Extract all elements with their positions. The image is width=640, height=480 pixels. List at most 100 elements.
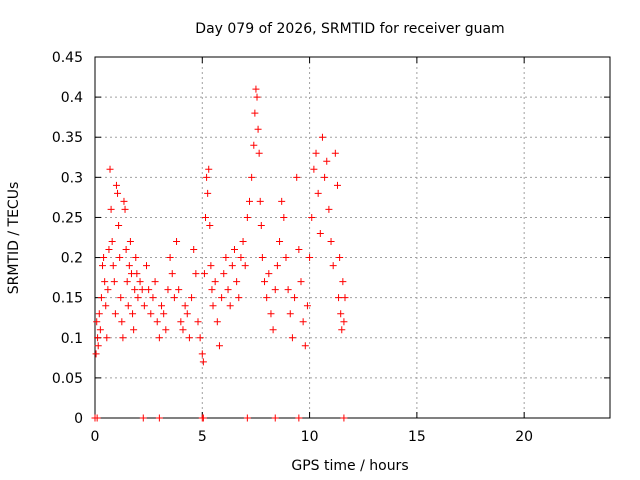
data-point bbox=[235, 294, 243, 302]
data-point bbox=[206, 221, 214, 229]
data-point bbox=[230, 246, 238, 254]
data-point bbox=[181, 302, 189, 310]
data-point bbox=[222, 254, 230, 262]
data-point bbox=[133, 270, 141, 278]
data-point bbox=[122, 246, 130, 254]
data-point bbox=[194, 318, 202, 326]
data-point bbox=[243, 213, 251, 221]
x-axis-label: GPS time / hours bbox=[291, 458, 408, 474]
data-point bbox=[340, 318, 348, 326]
data-point bbox=[211, 278, 219, 286]
data-point bbox=[96, 326, 104, 334]
data-point bbox=[200, 270, 208, 278]
data-point bbox=[251, 109, 259, 117]
data-point bbox=[301, 342, 309, 350]
data-point bbox=[310, 165, 318, 173]
data-point bbox=[149, 294, 157, 302]
tick-layer: 0 5 10 15 20 0 0.05 0.1 0.15 0.2 0.25 0.3 0.35 0.4 0.4… bbox=[52, 50, 610, 445]
data-point bbox=[185, 334, 193, 342]
data-point bbox=[273, 262, 281, 270]
data-point bbox=[93, 318, 101, 326]
data-point bbox=[233, 278, 241, 286]
data-point bbox=[123, 278, 131, 286]
data-point bbox=[278, 197, 286, 205]
data-point bbox=[254, 125, 262, 133]
data-point bbox=[110, 278, 118, 286]
data-point bbox=[136, 278, 144, 286]
data-point bbox=[103, 334, 111, 342]
data-point bbox=[316, 229, 324, 237]
data-point bbox=[109, 262, 117, 270]
data-point bbox=[226, 302, 234, 310]
data-point bbox=[255, 149, 263, 157]
data-point bbox=[228, 262, 236, 270]
data-point bbox=[297, 278, 305, 286]
data-point bbox=[97, 294, 105, 302]
data-point bbox=[267, 310, 275, 318]
y-tick-label: 0.3 bbox=[61, 170, 83, 186]
data-point bbox=[119, 334, 127, 342]
data-point bbox=[199, 414, 207, 422]
x-tick-label: 5 bbox=[198, 429, 207, 445]
data-point bbox=[117, 294, 125, 302]
data-point bbox=[325, 205, 333, 213]
data-point bbox=[252, 85, 260, 93]
data-point bbox=[107, 205, 115, 213]
data-point bbox=[139, 414, 147, 422]
data-point bbox=[215, 342, 223, 350]
data-point bbox=[299, 318, 307, 326]
data-point bbox=[263, 294, 271, 302]
data-point bbox=[308, 213, 316, 221]
data-point bbox=[208, 286, 216, 294]
data-point bbox=[155, 414, 163, 422]
x-tick-label: 15 bbox=[408, 429, 426, 445]
y-tick-label: 0 bbox=[74, 411, 83, 427]
data-point bbox=[155, 334, 163, 342]
data-point bbox=[121, 205, 129, 213]
data-point bbox=[246, 197, 253, 205]
data-point bbox=[329, 262, 337, 270]
data-point bbox=[339, 278, 347, 286]
data-point bbox=[108, 238, 116, 246]
data-point bbox=[321, 173, 329, 181]
data-point bbox=[168, 270, 176, 278]
data-point bbox=[258, 254, 266, 262]
data-point bbox=[250, 141, 258, 149]
data-point bbox=[261, 278, 269, 286]
data-point bbox=[160, 310, 168, 318]
data-point bbox=[188, 294, 196, 302]
data-point bbox=[164, 286, 172, 294]
data-point bbox=[94, 342, 102, 350]
data-point bbox=[276, 238, 284, 246]
data-point bbox=[239, 238, 247, 246]
data-point bbox=[106, 165, 114, 173]
data-point bbox=[288, 334, 296, 342]
x-tick-label: 0 bbox=[91, 429, 100, 445]
data-point bbox=[129, 310, 137, 318]
data-point bbox=[280, 213, 288, 221]
data-point bbox=[104, 286, 112, 294]
data-point bbox=[284, 286, 292, 294]
data-point bbox=[99, 262, 107, 270]
data-point bbox=[237, 254, 245, 262]
data-point bbox=[318, 133, 326, 141]
data-point bbox=[111, 310, 119, 318]
data-point bbox=[199, 358, 207, 366]
point-layer bbox=[91, 85, 349, 422]
data-point bbox=[153, 318, 161, 326]
data-point bbox=[243, 414, 251, 422]
data-point bbox=[271, 414, 279, 422]
data-point bbox=[257, 221, 265, 229]
data-point bbox=[114, 189, 122, 197]
data-point bbox=[93, 414, 101, 422]
data-point bbox=[314, 189, 322, 197]
data-point bbox=[94, 334, 102, 342]
y-tick-label: 0.25 bbox=[52, 210, 83, 226]
data-point bbox=[331, 149, 339, 157]
data-point bbox=[312, 149, 320, 157]
data-point bbox=[190, 246, 198, 254]
data-point bbox=[218, 294, 226, 302]
data-point bbox=[295, 414, 303, 422]
data-point bbox=[265, 270, 273, 278]
